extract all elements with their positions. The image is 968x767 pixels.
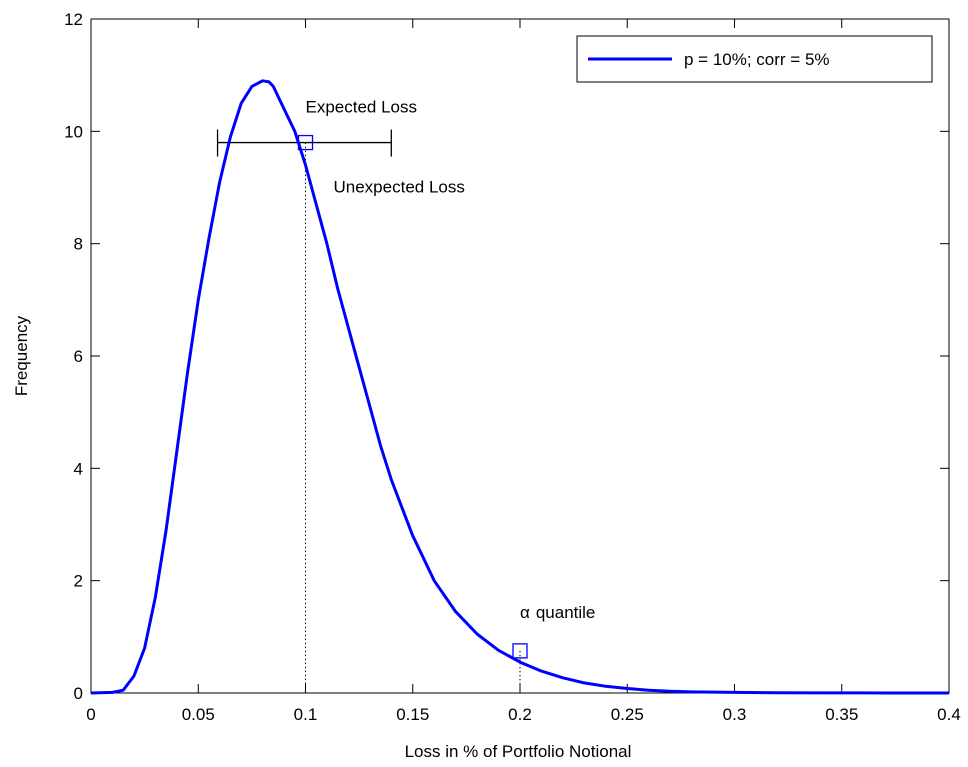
tick-marks (90, 18, 950, 694)
alpha-quantile-text: quantile (536, 603, 596, 622)
alpha-quantile-label: α quantile (520, 603, 595, 622)
y-tick-labels: 0 2 4 6 8 10 12 (64, 10, 83, 703)
x-tick-label: 0.1 (294, 705, 318, 724)
annotation-markers (297, 134, 528, 659)
y-tick-label: 2 (74, 572, 83, 591)
y-tick-label: 12 (64, 10, 83, 29)
unexpected-loss-label: Unexpected Loss (334, 178, 465, 197)
y-tick-label: 8 (74, 235, 83, 254)
x-tick-label: 0 (86, 705, 95, 724)
alpha-symbol: α (520, 603, 530, 622)
x-tick-label: 0.25 (611, 705, 644, 724)
y-tick-label: 6 (74, 347, 83, 366)
x-axis-label: Loss in % of Portfolio Notional (405, 742, 632, 761)
x-tick-label: 0.2 (508, 705, 532, 724)
alpha-quantile-marker (512, 643, 528, 659)
x-tick-label: 0.15 (396, 705, 429, 724)
y-tick-label: 10 (64, 122, 83, 141)
y-axis-label: Frequency (12, 315, 31, 396)
legend-box (576, 35, 933, 83)
y-tick-label: 4 (74, 459, 83, 478)
plot-area (90, 18, 950, 694)
x-tick-labels: 0 0.05 0.1 0.15 0.2 0.25 0.3 0.35 0.4 (86, 705, 961, 724)
x-tick-label: 0.4 (937, 705, 961, 724)
series-line-p10-corr5 (90, 79, 949, 695)
annotation-lines (216, 129, 521, 693)
x-tick-label: 0.3 (723, 705, 747, 724)
legend-entry: p = 10%; corr = 5% (684, 50, 830, 69)
x-tick-label: 0.05 (182, 705, 215, 724)
y-tick-label: 0 (74, 684, 83, 703)
expected-loss-marker (297, 134, 314, 151)
x-tick-label: 0.35 (825, 705, 858, 724)
expected-loss-label: Expected Loss (306, 98, 418, 117)
legend: p = 10%; corr = 5% (576, 35, 933, 83)
